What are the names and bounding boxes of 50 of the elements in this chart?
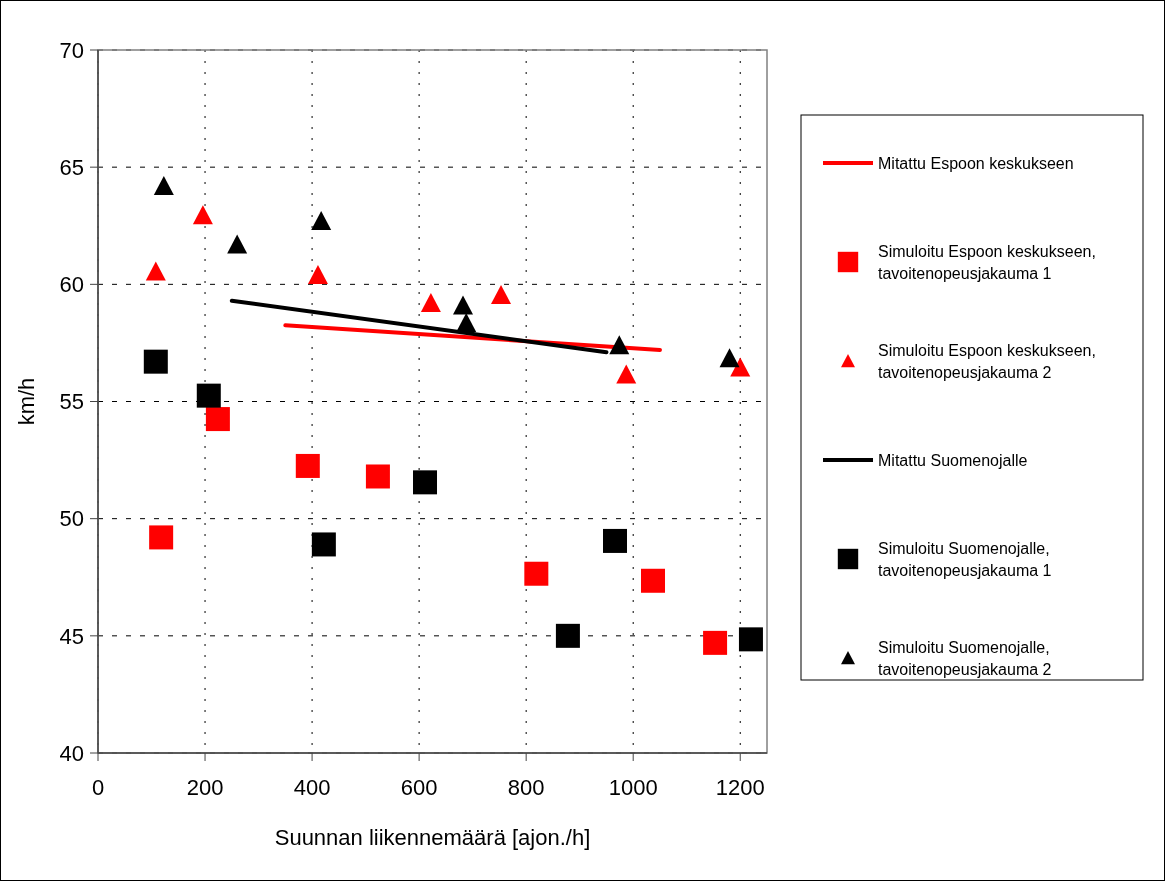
point bbox=[143, 349, 168, 374]
point bbox=[491, 284, 512, 304]
x-tick-label: 400 bbox=[293, 775, 331, 800]
x-tick-label: 1200 bbox=[715, 775, 765, 800]
point bbox=[616, 364, 637, 384]
y-tick-label: 40 bbox=[59, 740, 84, 766]
point bbox=[413, 470, 438, 495]
legend-label: Mitattu Espoon keskukseen bbox=[878, 154, 1074, 172]
point bbox=[719, 348, 740, 368]
point bbox=[609, 335, 630, 355]
point bbox=[703, 630, 728, 655]
x-tick-label: 0 bbox=[91, 775, 105, 800]
x-tick-label: 800 bbox=[507, 775, 545, 800]
y-tick-label: 50 bbox=[59, 506, 84, 532]
x-tick-label: 200 bbox=[186, 775, 224, 800]
x-axis-title: Suunnan liikennemäärä [ajon./h] bbox=[274, 825, 591, 850]
y-tick-label: 70 bbox=[59, 37, 84, 63]
point bbox=[149, 525, 174, 550]
point bbox=[365, 464, 390, 489]
point bbox=[603, 528, 627, 553]
point bbox=[730, 357, 751, 377]
legend-label: Simuloitu Espoon keskukseen, tavoitenopeusjakauma 1 bbox=[878, 242, 1096, 282]
point bbox=[555, 623, 580, 648]
y-axis-title: km/h bbox=[14, 377, 39, 426]
y-tick-label: 60 bbox=[59, 272, 84, 298]
point bbox=[192, 205, 213, 225]
y-tick-label: 55 bbox=[59, 389, 84, 415]
point bbox=[227, 234, 248, 254]
point bbox=[641, 568, 665, 593]
point bbox=[420, 293, 441, 313]
point bbox=[145, 261, 166, 281]
legend-label: Simuloitu Suomenojalle, tavoitenopeusjakauma 2 bbox=[878, 638, 1052, 678]
point bbox=[205, 407, 230, 432]
point bbox=[456, 313, 477, 332]
point bbox=[153, 175, 174, 195]
x-tick-label: 1000 bbox=[608, 775, 658, 800]
point bbox=[524, 561, 549, 586]
x-tick-label: 600 bbox=[400, 775, 438, 800]
point bbox=[311, 532, 336, 557]
point bbox=[738, 627, 763, 652]
point bbox=[196, 383, 221, 408]
point bbox=[311, 211, 332, 231]
y-tick-label: 45 bbox=[59, 623, 84, 649]
point bbox=[453, 295, 474, 315]
legend-label: Mitattu Suomenojalle bbox=[878, 451, 1028, 469]
y-tick-label: 65 bbox=[59, 154, 84, 180]
legend-label: Simuloitu Espoon keskukseen, tavoitenopeusjakauma 2 bbox=[878, 341, 1096, 381]
point bbox=[307, 264, 328, 284]
legend-label: Simuloitu Suomenojalle, tavoitenopeusjakauma 1 bbox=[878, 539, 1052, 579]
point bbox=[295, 453, 320, 478]
